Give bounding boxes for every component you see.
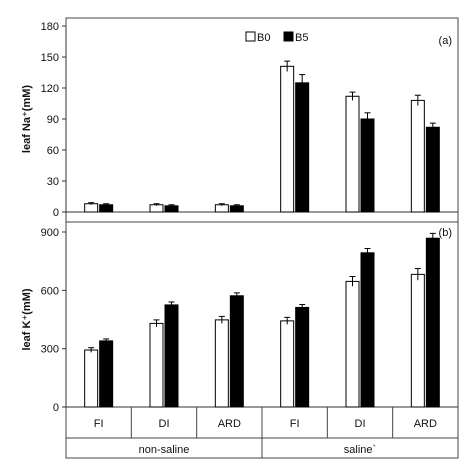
bar-b0-di <box>345 280 360 408</box>
panel-a: 0 30 60 90 120 150 180 leaf Na⁺(mM) (a) B0 B5 <box>21 21 458 219</box>
y-tick-label: 900 <box>41 227 59 239</box>
bar-b0-fi <box>84 203 99 213</box>
bar-b5-fi <box>295 306 310 408</box>
bar-b5-fi <box>99 340 114 408</box>
category-label-di: DI <box>355 418 366 430</box>
group-label-0: non-saline <box>139 444 190 456</box>
y-tick-label: 0 <box>53 207 59 219</box>
y-tick-label: 600 <box>41 285 59 297</box>
y-axis-label: leaf Na⁺(mM) <box>21 85 33 153</box>
bar-b0-di <box>149 204 164 213</box>
legend-label-b5: B5 <box>295 32 308 44</box>
bar-b5-fi <box>295 82 310 213</box>
y-tick-label: 90 <box>47 114 59 126</box>
y-tick-label: 0 <box>53 402 59 414</box>
bar-b0-ard <box>410 99 425 213</box>
y-tick-label: 60 <box>47 145 59 157</box>
bar-b0-ard <box>410 273 425 408</box>
bar-b5-di <box>360 252 375 408</box>
category-label-ard: ARD <box>218 418 241 430</box>
bar-b5-di <box>164 304 179 408</box>
legend-swatch-b5 <box>283 31 294 42</box>
y-tick-label: 30 <box>47 176 59 188</box>
category-label-ard: ARD <box>414 418 437 430</box>
y-tick-label: 300 <box>41 344 59 356</box>
legend-swatch-b0 <box>245 31 256 42</box>
category-label-di: DI <box>159 418 170 430</box>
panel-b: 0 300 600 900 leaf K⁺(mM) (b) <box>21 227 458 414</box>
category-label-fi: FI <box>290 418 300 430</box>
bar-b5-ard <box>229 295 244 408</box>
bar-b0-ard <box>214 319 229 408</box>
bar-b5-ard <box>425 126 440 213</box>
bar-b5-di <box>360 118 375 213</box>
y-tick-label: 120 <box>41 83 59 95</box>
y-axis-label: leaf K⁺(mM) <box>21 288 33 350</box>
legend-label-b0: B0 <box>257 32 270 44</box>
bar-b0-di <box>345 95 360 213</box>
bar-b0-fi <box>84 349 99 408</box>
bar-b5-fi <box>99 204 114 213</box>
bar-b5-ard <box>425 237 440 408</box>
y-tick-label: 180 <box>41 21 59 33</box>
bar-b0-fi <box>280 65 295 213</box>
category-label-fi: FI <box>94 418 104 430</box>
panel-label: (a) <box>439 35 452 47</box>
panel-label: (b) <box>439 227 452 239</box>
y-tick-label: 150 <box>41 52 59 64</box>
group-label-1: saline` <box>344 444 376 456</box>
bar-b0-fi <box>280 320 295 408</box>
bar-b0-di <box>149 322 164 408</box>
bar-b0-ard <box>214 204 229 213</box>
